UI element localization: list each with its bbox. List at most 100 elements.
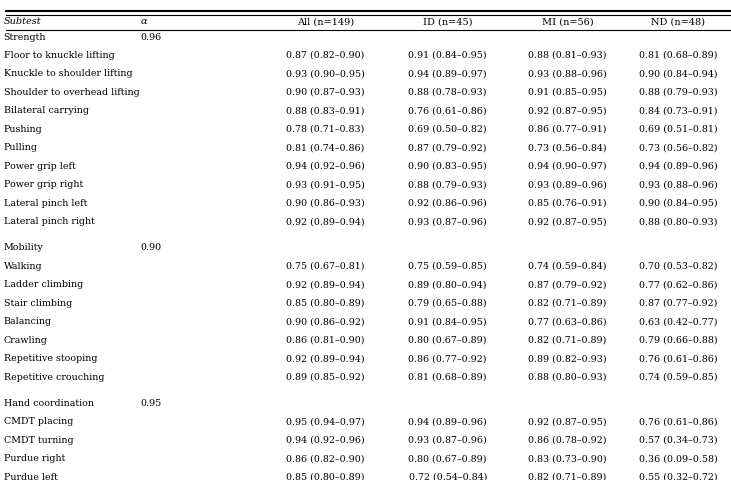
Text: Shoulder to overhead lifting: Shoulder to overhead lifting bbox=[4, 88, 140, 97]
Text: 0.90 (0.86–0.92): 0.90 (0.86–0.92) bbox=[286, 317, 365, 326]
Text: All (n=149): All (n=149) bbox=[297, 17, 354, 26]
Text: 0.87 (0.79–0.92): 0.87 (0.79–0.92) bbox=[409, 144, 487, 152]
Text: 0.93 (0.91–0.95): 0.93 (0.91–0.95) bbox=[286, 180, 365, 189]
Text: ID (n=45): ID (n=45) bbox=[423, 17, 472, 26]
Text: 0.90 (0.87–0.93): 0.90 (0.87–0.93) bbox=[286, 88, 365, 97]
Text: 0.91 (0.84–0.95): 0.91 (0.84–0.95) bbox=[409, 317, 487, 326]
Text: 0.88 (0.79–0.93): 0.88 (0.79–0.93) bbox=[409, 180, 487, 189]
Text: 0.75 (0.67–0.81): 0.75 (0.67–0.81) bbox=[286, 262, 365, 271]
Text: 0.87 (0.82–0.90): 0.87 (0.82–0.90) bbox=[286, 51, 365, 60]
Text: ND (n=48): ND (n=48) bbox=[651, 17, 705, 26]
Text: 0.89 (0.82–0.93): 0.89 (0.82–0.93) bbox=[529, 354, 607, 363]
Text: 0.93 (0.88–0.96): 0.93 (0.88–0.96) bbox=[639, 180, 718, 189]
Text: Stair climbing: Stair climbing bbox=[4, 299, 72, 308]
Text: 0.79 (0.66–0.88): 0.79 (0.66–0.88) bbox=[639, 336, 718, 345]
Text: 0.87 (0.79–0.92): 0.87 (0.79–0.92) bbox=[529, 280, 607, 289]
Text: Subtest: Subtest bbox=[4, 17, 41, 26]
Text: 0.92 (0.89–0.94): 0.92 (0.89–0.94) bbox=[286, 354, 365, 363]
Text: Knuckle to shoulder lifting: Knuckle to shoulder lifting bbox=[4, 70, 132, 78]
Text: 0.74 (0.59–0.85): 0.74 (0.59–0.85) bbox=[639, 373, 718, 382]
Text: 0.83 (0.73–0.90): 0.83 (0.73–0.90) bbox=[529, 455, 607, 463]
Text: Pushing: Pushing bbox=[4, 125, 42, 134]
Text: 0.85 (0.80–0.89): 0.85 (0.80–0.89) bbox=[286, 473, 365, 480]
Text: 0.95 (0.94–0.97): 0.95 (0.94–0.97) bbox=[286, 418, 365, 426]
Text: 0.94 (0.89–0.96): 0.94 (0.89–0.96) bbox=[639, 162, 718, 171]
Text: CMDT turning: CMDT turning bbox=[4, 436, 73, 445]
Text: Repetitive crouching: Repetitive crouching bbox=[4, 373, 104, 382]
Text: Power grip left: Power grip left bbox=[4, 162, 75, 171]
Text: 0.93 (0.90–0.95): 0.93 (0.90–0.95) bbox=[286, 70, 365, 78]
Text: 0.82 (0.71–0.89): 0.82 (0.71–0.89) bbox=[529, 473, 607, 480]
Text: 0.70 (0.53–0.82): 0.70 (0.53–0.82) bbox=[639, 262, 718, 271]
Text: 0.93 (0.87–0.96): 0.93 (0.87–0.96) bbox=[409, 217, 487, 226]
Text: 0.92 (0.89–0.94): 0.92 (0.89–0.94) bbox=[286, 280, 365, 289]
Text: 0.77 (0.62–0.86): 0.77 (0.62–0.86) bbox=[639, 280, 718, 289]
Text: 0.81 (0.68–0.89): 0.81 (0.68–0.89) bbox=[639, 51, 718, 60]
Text: 0.69 (0.50–0.82): 0.69 (0.50–0.82) bbox=[409, 125, 487, 134]
Text: 0.93 (0.88–0.96): 0.93 (0.88–0.96) bbox=[529, 70, 607, 78]
Text: 0.95: 0.95 bbox=[140, 399, 162, 408]
Text: 0.85 (0.80–0.89): 0.85 (0.80–0.89) bbox=[286, 299, 365, 308]
Text: 0.88 (0.78–0.93): 0.88 (0.78–0.93) bbox=[409, 88, 487, 97]
Text: 0.88 (0.83–0.91): 0.88 (0.83–0.91) bbox=[286, 107, 365, 115]
Text: 0.63 (0.42–0.77): 0.63 (0.42–0.77) bbox=[639, 317, 718, 326]
Text: 0.76 (0.61–0.86): 0.76 (0.61–0.86) bbox=[639, 418, 718, 426]
Text: 0.86 (0.77–0.92): 0.86 (0.77–0.92) bbox=[409, 354, 487, 363]
Text: Floor to knuckle lifting: Floor to knuckle lifting bbox=[4, 51, 115, 60]
Text: 0.57 (0.34–0.73): 0.57 (0.34–0.73) bbox=[639, 436, 718, 445]
Text: 0.91 (0.85–0.95): 0.91 (0.85–0.95) bbox=[529, 88, 607, 97]
Text: Hand coordination: Hand coordination bbox=[4, 399, 94, 408]
Text: 0.86 (0.78–0.92): 0.86 (0.78–0.92) bbox=[529, 436, 607, 445]
Text: 0.89 (0.85–0.92): 0.89 (0.85–0.92) bbox=[286, 373, 365, 382]
Text: 0.92 (0.87–0.95): 0.92 (0.87–0.95) bbox=[529, 217, 607, 226]
Text: 0.36 (0.09–0.58): 0.36 (0.09–0.58) bbox=[639, 455, 718, 463]
Text: CMDT placing: CMDT placing bbox=[4, 418, 73, 426]
Text: 0.77 (0.63–0.86): 0.77 (0.63–0.86) bbox=[529, 317, 607, 326]
Text: Purdue left: Purdue left bbox=[4, 473, 58, 480]
Text: 0.80 (0.67–0.89): 0.80 (0.67–0.89) bbox=[409, 336, 487, 345]
Text: 0.88 (0.80–0.93): 0.88 (0.80–0.93) bbox=[529, 373, 607, 382]
Text: 0.93 (0.87–0.96): 0.93 (0.87–0.96) bbox=[409, 436, 487, 445]
Text: 0.82 (0.71–0.89): 0.82 (0.71–0.89) bbox=[529, 299, 607, 308]
Text: MI (n=56): MI (n=56) bbox=[542, 17, 594, 26]
Text: 0.90 (0.83–0.95): 0.90 (0.83–0.95) bbox=[409, 162, 487, 171]
Text: 0.84 (0.73–0.91): 0.84 (0.73–0.91) bbox=[639, 107, 718, 115]
Text: 0.86 (0.77–0.91): 0.86 (0.77–0.91) bbox=[529, 125, 607, 134]
Text: 0.73 (0.56–0.82): 0.73 (0.56–0.82) bbox=[639, 144, 718, 152]
Text: 0.81 (0.68–0.89): 0.81 (0.68–0.89) bbox=[409, 373, 487, 382]
Text: 0.94 (0.92–0.96): 0.94 (0.92–0.96) bbox=[286, 162, 365, 171]
Text: Lateral pinch right: Lateral pinch right bbox=[4, 217, 94, 226]
Text: 0.76 (0.61–0.86): 0.76 (0.61–0.86) bbox=[409, 107, 487, 115]
Text: Balancing: Balancing bbox=[4, 317, 52, 326]
Text: Mobility: Mobility bbox=[4, 243, 44, 252]
Text: 0.96: 0.96 bbox=[140, 33, 162, 41]
Text: 0.88 (0.81–0.93): 0.88 (0.81–0.93) bbox=[529, 51, 607, 60]
Text: 0.88 (0.79–0.93): 0.88 (0.79–0.93) bbox=[639, 88, 718, 97]
Text: 0.93 (0.89–0.96): 0.93 (0.89–0.96) bbox=[529, 180, 607, 189]
Text: Bilateral carrying: Bilateral carrying bbox=[4, 107, 88, 115]
Text: 0.72 (0.54–0.84): 0.72 (0.54–0.84) bbox=[409, 473, 487, 480]
Text: 0.75 (0.59–0.85): 0.75 (0.59–0.85) bbox=[409, 262, 487, 271]
Text: 0.90 (0.86–0.93): 0.90 (0.86–0.93) bbox=[286, 199, 365, 208]
Text: 0.94 (0.92–0.96): 0.94 (0.92–0.96) bbox=[286, 436, 365, 445]
Text: 0.92 (0.86–0.96): 0.92 (0.86–0.96) bbox=[409, 199, 487, 208]
Text: 0.86 (0.81–0.90): 0.86 (0.81–0.90) bbox=[286, 336, 365, 345]
Text: 0.79 (0.65–0.88): 0.79 (0.65–0.88) bbox=[409, 299, 487, 308]
Text: 0.91 (0.84–0.95): 0.91 (0.84–0.95) bbox=[409, 51, 487, 60]
Text: 0.82 (0.71–0.89): 0.82 (0.71–0.89) bbox=[529, 336, 607, 345]
Text: 0.74 (0.59–0.84): 0.74 (0.59–0.84) bbox=[529, 262, 607, 271]
Text: Repetitive stooping: Repetitive stooping bbox=[4, 354, 97, 363]
Text: 0.76 (0.61–0.86): 0.76 (0.61–0.86) bbox=[639, 354, 718, 363]
Text: α: α bbox=[140, 17, 147, 26]
Text: Strength: Strength bbox=[4, 33, 46, 41]
Text: Ladder climbing: Ladder climbing bbox=[4, 280, 83, 289]
Text: 0.90 (0.84–0.94): 0.90 (0.84–0.94) bbox=[639, 70, 718, 78]
Text: 0.94 (0.89–0.96): 0.94 (0.89–0.96) bbox=[409, 418, 487, 426]
Text: 0.90: 0.90 bbox=[140, 243, 162, 252]
Text: 0.88 (0.80–0.93): 0.88 (0.80–0.93) bbox=[639, 217, 718, 226]
Text: 0.94 (0.90–0.97): 0.94 (0.90–0.97) bbox=[529, 162, 607, 171]
Text: 0.86 (0.82–0.90): 0.86 (0.82–0.90) bbox=[286, 455, 365, 463]
Text: 0.87 (0.77–0.92): 0.87 (0.77–0.92) bbox=[639, 299, 718, 308]
Text: Lateral pinch left: Lateral pinch left bbox=[4, 199, 87, 208]
Text: 0.94 (0.89–0.97): 0.94 (0.89–0.97) bbox=[409, 70, 487, 78]
